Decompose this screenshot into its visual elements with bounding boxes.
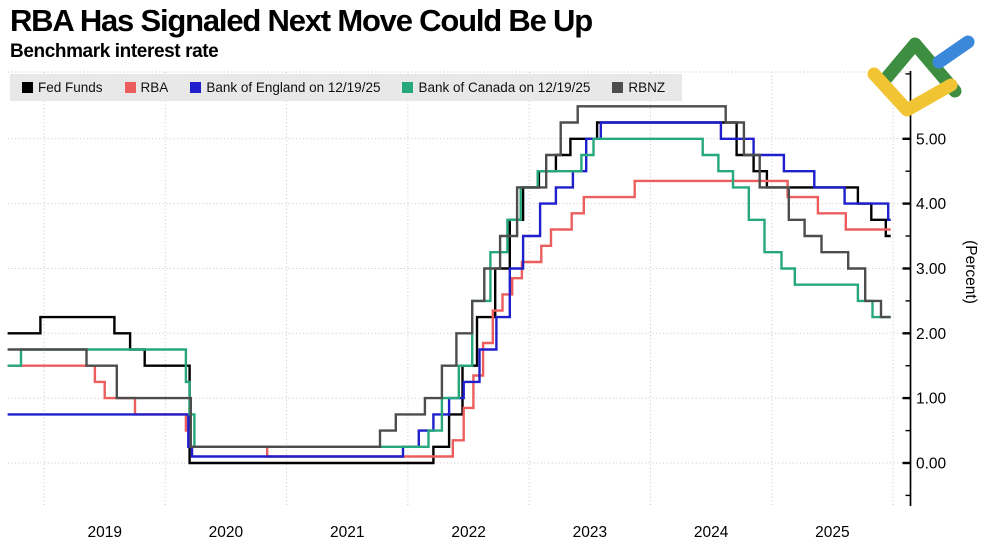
legend-swatch [190,82,202,93]
series-line-bank-of-canada-on-12-19-25 [7,137,891,448]
logo-green-zigzag [877,37,962,98]
y-axis-tick-label: 5.00 [916,131,947,148]
y-axis-tick-label: 4.00 [916,196,947,213]
legend: Fed Funds RBA Bank of England on 12/19/2… [10,74,682,101]
x-axis-year-label: 2025 [815,524,849,541]
chart-title: RBA Has Signaled Next Move Could Be Up [10,3,593,38]
x-axis-year-label: 2020 [209,524,244,541]
brand-logo-icon [867,35,975,117]
legend-swatch [124,82,136,93]
series-line-rbnz [7,105,891,448]
legend-item: Bank of Canada on 12/19/25 [402,80,590,95]
legend-item: Fed Funds [22,80,103,95]
series-line-rba [7,179,891,458]
x-axis-year-label: 2021 [330,524,364,541]
legend-label: RBNZ [628,80,666,95]
legend-label: Bank of Canada on 12/19/25 [418,80,591,95]
legend-swatch [22,82,33,93]
y-axis-tick-label: 3.00 [916,261,947,278]
y-axis-tick-label: 1.00 [916,391,947,408]
legend-label: Fed Funds [38,80,103,95]
series-line-bank-of-england-on-12-19-25 [7,121,891,458]
legend-item: RBNZ [612,80,665,95]
chart-subtitle: Benchmark interest rate [10,41,219,62]
legend-item: RBA [124,80,169,95]
legend-label: RBA [140,80,169,95]
x-axis-year-label: 2019 [87,524,121,541]
legend-swatch [612,82,624,93]
logo-yellow-check [867,67,958,117]
legend-label: Bank of England on 12/19/25 [206,80,381,95]
x-axis-year-label: 2022 [451,524,485,541]
y-axis-title: (Percent) [962,240,979,304]
y-axis-tick-label: 0.00 [916,456,947,473]
y-axis-tick-label: 2.00 [916,326,947,343]
logo-blue-segment [932,35,975,69]
legend-swatch [402,82,414,93]
legend-item: Bank of England on 12/19/25 [190,80,380,95]
x-axis-year-label: 2024 [694,524,729,541]
x-axis-year-label: 2023 [573,524,607,541]
